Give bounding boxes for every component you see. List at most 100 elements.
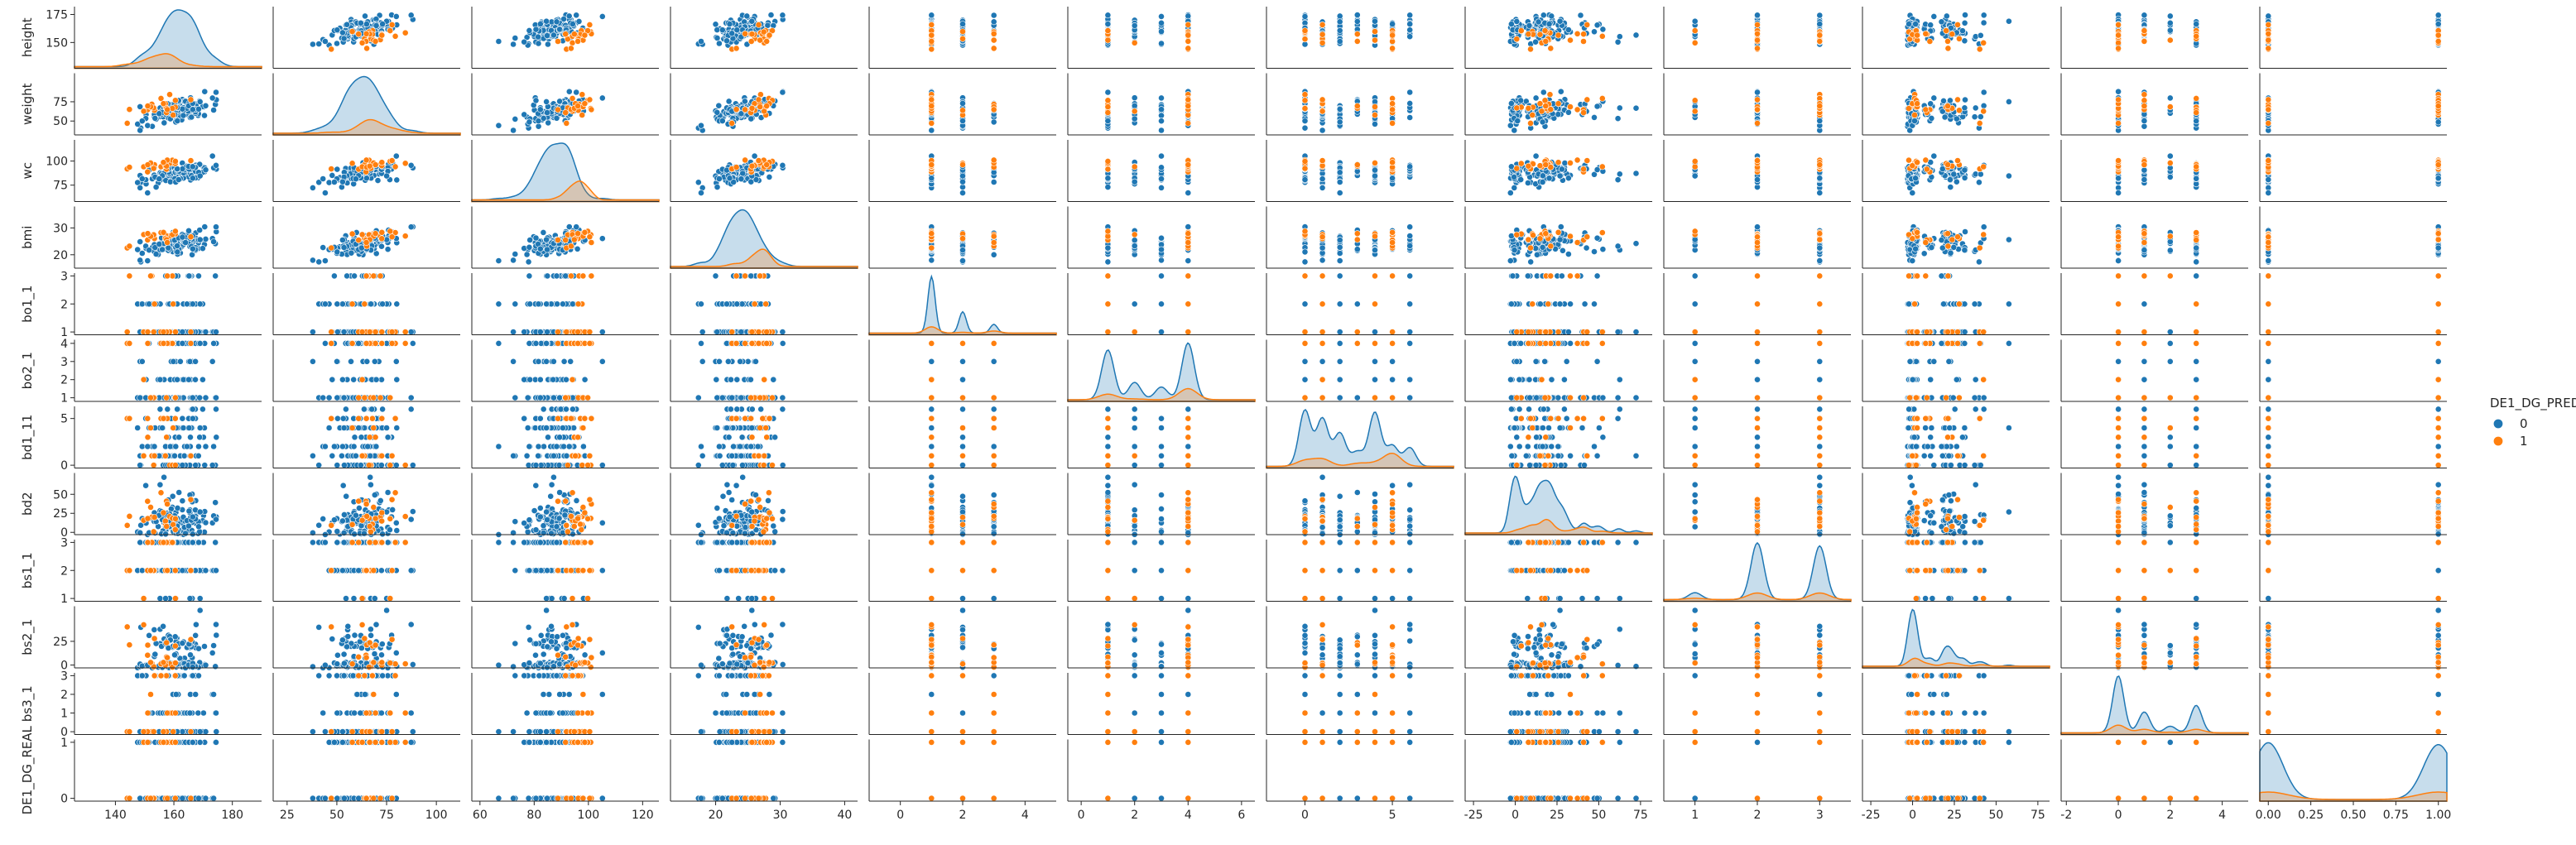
scatter-point xyxy=(348,249,355,257)
scatter-point xyxy=(698,190,704,196)
panel-height-vs-bs2-1 xyxy=(1862,7,2050,69)
scatter-point xyxy=(747,115,755,122)
scatter-point xyxy=(579,91,586,98)
scatter-point xyxy=(1691,97,1699,104)
panel-wc-vs-bmi xyxy=(670,140,858,202)
scatter-point xyxy=(328,166,335,172)
scatter-point xyxy=(755,21,762,28)
scatter-point xyxy=(1158,118,1165,125)
scatter-point xyxy=(1944,45,1952,52)
scatter-point xyxy=(1584,96,1591,103)
scatter-point xyxy=(174,118,181,124)
scatter-point xyxy=(137,238,144,245)
scatter-point xyxy=(714,35,721,41)
scatter-point xyxy=(748,162,756,170)
scatter-point xyxy=(1922,106,1930,113)
scatter-point xyxy=(321,257,329,264)
scatter-point xyxy=(556,26,563,33)
scatter-point xyxy=(928,96,935,103)
scatter-point xyxy=(1185,31,1192,39)
scatter-point xyxy=(545,119,552,127)
scatter-point xyxy=(1954,96,1961,103)
scatter-point xyxy=(1754,96,1761,103)
scatter-point xyxy=(1565,108,1572,116)
scatter-point xyxy=(1927,22,1934,29)
scatter-point xyxy=(1614,115,1622,122)
scatter-point xyxy=(1406,33,1414,41)
scatter-point xyxy=(1301,105,1309,113)
scatter-point xyxy=(363,45,370,52)
scatter-point xyxy=(137,184,144,191)
scatter-point xyxy=(2434,21,2442,27)
panel-wc-vs-bd2 xyxy=(1464,140,1652,202)
scatter-point xyxy=(1565,26,1572,33)
kde-height-hue-1 xyxy=(74,53,262,70)
scatter-point xyxy=(199,245,206,252)
scatter-point xyxy=(1547,45,1555,52)
scatter-point xyxy=(581,100,589,108)
scatter-point xyxy=(1319,157,1326,164)
scatter-point xyxy=(1511,173,1517,180)
scatter-point xyxy=(144,190,151,196)
scatter-point xyxy=(714,108,721,116)
scatter-point xyxy=(1104,103,1112,111)
scatter-point xyxy=(1546,91,1554,98)
scatter-point xyxy=(1545,175,1553,182)
scatter-point xyxy=(1542,103,1550,110)
scatter-point xyxy=(1517,27,1525,34)
scatter-point xyxy=(563,119,570,127)
scatter-point xyxy=(1319,184,1326,191)
scatter-point xyxy=(1131,115,1138,122)
scatter-point xyxy=(213,89,219,96)
scatter-point xyxy=(1406,114,1414,121)
scatter-point xyxy=(1158,164,1165,171)
scatter-point xyxy=(179,233,186,241)
scatter-point xyxy=(573,89,580,96)
scatter-point xyxy=(144,161,151,168)
scatter-point xyxy=(126,106,133,113)
scatter-point xyxy=(2115,45,2122,52)
scatter-point xyxy=(928,46,935,53)
scatter-point xyxy=(1532,38,1539,46)
scatter-point xyxy=(401,29,409,36)
scatter-point xyxy=(309,184,316,191)
scatter-point xyxy=(1526,22,1533,29)
scatter-point xyxy=(779,89,786,96)
scatter-point xyxy=(1955,107,1963,114)
scatter-point xyxy=(2265,36,2272,44)
scatter-point xyxy=(213,223,219,231)
scatter-point xyxy=(363,21,370,27)
scatter-point xyxy=(1584,157,1591,164)
scatter-point xyxy=(742,106,748,113)
scatter-point xyxy=(321,190,329,196)
scatter-point xyxy=(1185,96,1192,103)
scatter-point xyxy=(383,172,390,180)
scatter-point xyxy=(1545,21,1553,27)
scatter-point xyxy=(1953,115,1960,122)
scatter-point xyxy=(1406,89,1414,96)
scatter-point xyxy=(1953,178,1960,185)
scatter-point xyxy=(2434,175,2442,182)
scatter-point xyxy=(990,156,997,164)
scatter-point xyxy=(1372,28,1378,35)
scatter-point xyxy=(196,172,204,180)
scatter-point xyxy=(1185,103,1192,110)
scatter-point xyxy=(1912,21,1919,27)
scatter-point xyxy=(2193,118,2200,125)
y-axis-label: bmi xyxy=(20,226,35,249)
scatter-point xyxy=(1532,152,1540,160)
scatter-point xyxy=(1538,108,1545,115)
scatter-point xyxy=(138,250,146,257)
scatter-point xyxy=(339,29,346,36)
scatter-point xyxy=(568,45,574,52)
scatter-point xyxy=(990,30,997,37)
scatter-point xyxy=(1158,94,1165,102)
scatter-point xyxy=(1911,112,1918,118)
scatter-point xyxy=(2265,176,2272,183)
panel-weight-vs-bd1-11 xyxy=(1266,73,1454,136)
scatter-point xyxy=(363,30,370,37)
scatter-point xyxy=(1158,28,1165,35)
scatter-point xyxy=(1131,22,1138,29)
scatter-point xyxy=(718,118,726,124)
scatter-point xyxy=(1906,156,1912,164)
